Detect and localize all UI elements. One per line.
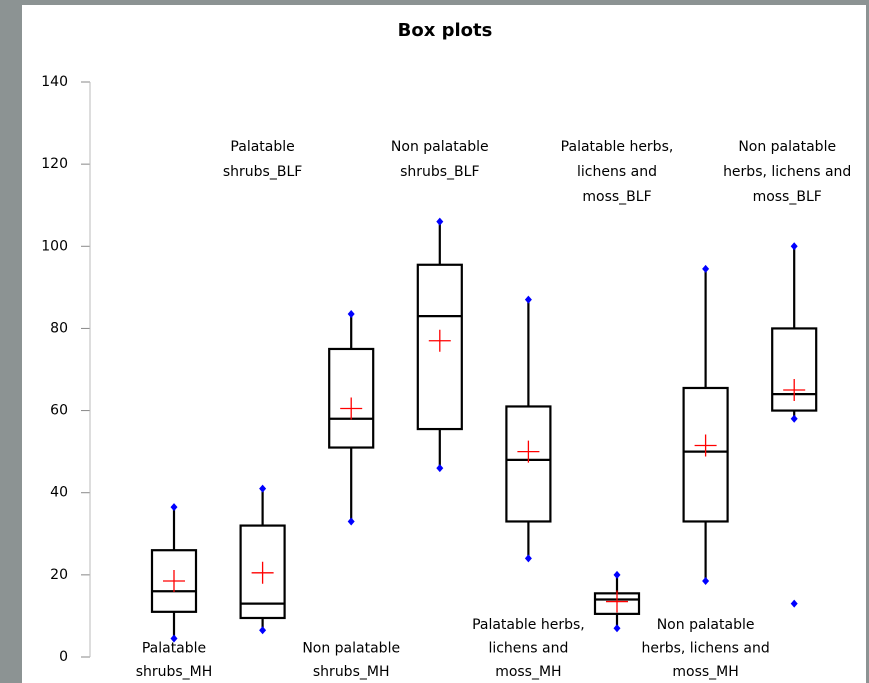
category-label: Non palatable [302, 641, 400, 657]
y-tick-label: 40 [50, 485, 68, 501]
category-label: moss_BLF [753, 189, 822, 205]
plot-panel [22, 5, 866, 683]
category-label: Non palatable [391, 139, 489, 155]
y-tick-label: 100 [41, 238, 68, 254]
category-label: shrubs_MH [136, 664, 213, 680]
category-label: Palatable [142, 641, 206, 657]
y-tick-label: 120 [41, 156, 68, 172]
category-label: herbs, lichens and [641, 641, 769, 657]
category-label: moss_MH [672, 664, 738, 680]
y-tick-label: 0 [59, 649, 68, 665]
category-label: Palatable herbs, [472, 617, 585, 633]
chart-title: Box plots [398, 20, 493, 41]
y-tick-label: 60 [50, 403, 68, 419]
y-tick-label: 140 [41, 74, 68, 90]
y-tick-label: 20 [50, 567, 68, 583]
category-label: Palatable [230, 139, 294, 155]
category-label: Non palatable [657, 617, 755, 633]
category-label: Palatable herbs, [561, 139, 674, 155]
y-tick-label: 80 [50, 320, 68, 336]
category-label: lichens and [488, 641, 568, 657]
chart: Box plots 0 20 40 60 80 100 120 140 Palatable shr… [0, 0, 869, 683]
category-label: lichens and [577, 164, 657, 180]
category-label: Non palatable [738, 139, 836, 155]
category-label: herbs, lichens and [723, 164, 851, 180]
category-label: shrubs_MH [313, 664, 390, 680]
category-label: moss_BLF [582, 189, 651, 205]
category-label: shrubs_BLF [400, 164, 479, 180]
page: {"chart_data": {"type": "box", "title": … [0, 0, 869, 683]
category-label: shrubs_BLF [223, 164, 302, 180]
category-label: moss_MH [495, 664, 561, 680]
